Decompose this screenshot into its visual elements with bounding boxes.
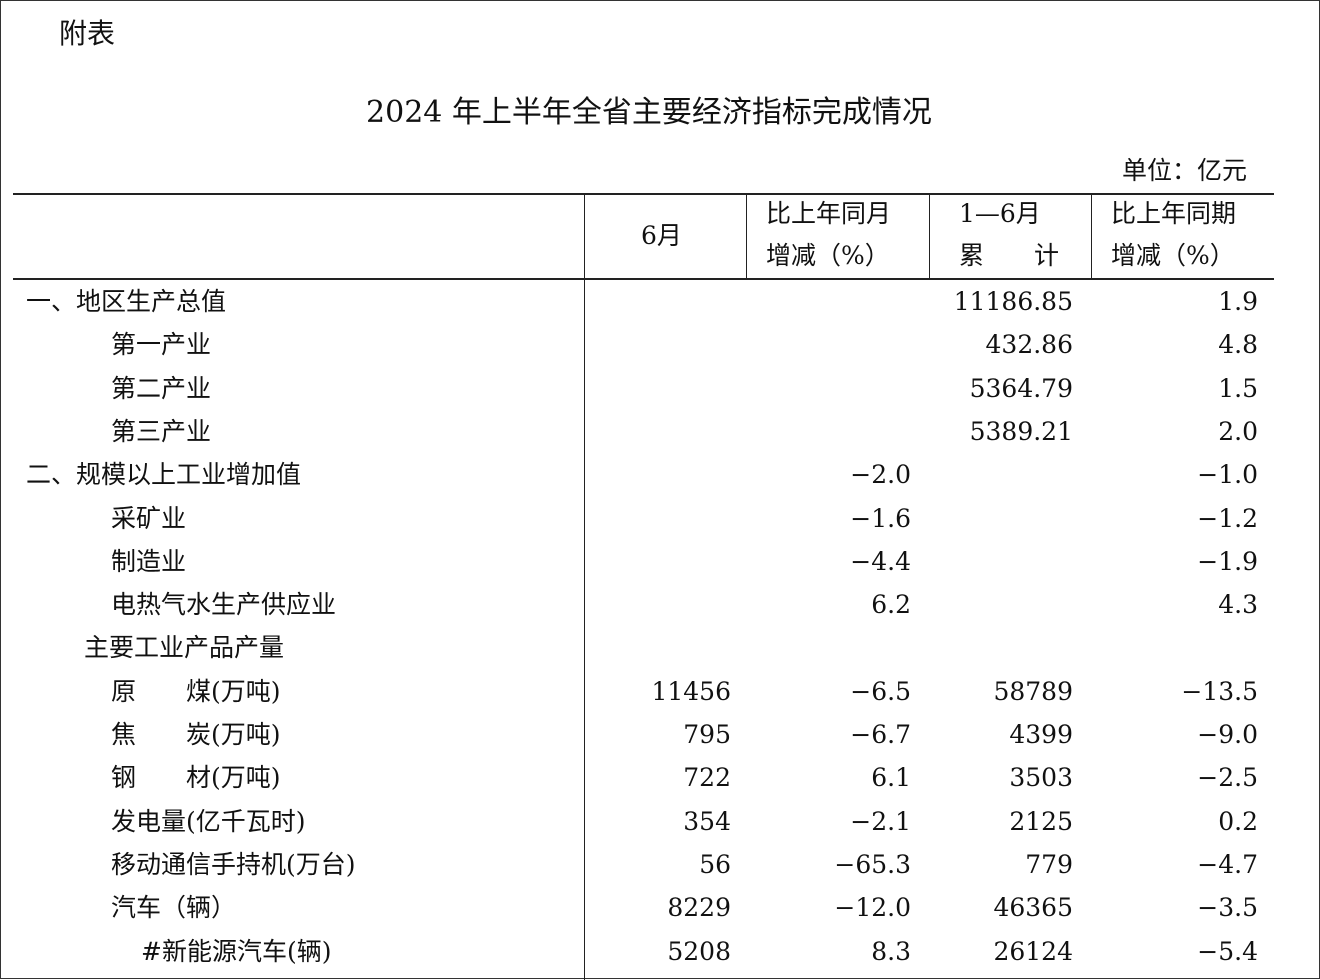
unit: 单位：亿元 [1121,156,1247,185]
cell-value: 795 [683,720,731,749]
cell-value: −65.3 [834,849,911,879]
column-header: 6月 [641,221,682,250]
cell-value: −12.0 [834,893,911,923]
cell-value: −1.0 [1197,460,1258,490]
cell-value: 5364.79 [969,373,1073,403]
cell-value: −6.7 [850,720,911,749]
column-header: 增减（%） [1111,241,1235,270]
cell-value: 8229 [667,893,731,923]
column-header: 累 计 [959,241,1060,270]
appendix-label: 附表 [59,17,116,50]
rule-header [13,278,1274,280]
cell-value: −1.9 [1197,546,1258,576]
row-label: 焦 炭(万吨) [111,720,281,749]
cell-value: −6.5 [850,676,911,706]
row-label: 第三产业 [111,416,212,446]
cell-value: 3503 [1009,763,1073,793]
col-rule [929,194,930,279]
cell-value: 722 [683,763,731,793]
cell-value: 779 [1025,849,1073,879]
column-header: 增减（%） [766,241,890,270]
col-rule [1091,194,1092,279]
cell-value: −4.4 [850,546,911,576]
rule-top [13,193,1274,195]
title: 2024 年上半年全省主要经济指标完成情况 [366,95,932,130]
row-label: 二、规模以上工业增加值 [26,460,302,490]
row-label: 发电量(亿千瓦时) [111,806,306,836]
column-header: 比上年同期 [1111,199,1237,228]
row-label: 钢 材(万吨) [111,763,281,793]
row-label: 原 煤(万吨) [111,676,281,706]
cell-value: 46365 [993,893,1073,923]
cell-value: 8.3 [871,936,911,966]
cell-value: 4.3 [1218,590,1258,620]
cell-value: −3.5 [1197,893,1258,923]
cell-value: 26124 [993,936,1073,966]
cell-value: −9.0 [1197,720,1258,749]
cell-value: 4399 [1009,720,1073,749]
cell-value: 6.1 [871,763,911,793]
cell-value: −1.2 [1197,503,1258,533]
cell-value: 354 [683,806,731,836]
cell-value: 2.0 [1218,416,1258,446]
row-label: 一、地区生产总值 [26,287,227,316]
cell-value: −2.0 [850,460,911,490]
cell-value: 2125 [1009,806,1073,836]
cell-value: −4.7 [1197,849,1258,879]
cell-value: −2.5 [1197,763,1258,793]
row-label: 汽车（辆） [111,893,237,923]
cell-value: 58789 [993,676,1073,706]
cell-value: −2.1 [850,806,911,836]
row-label: 第二产业 [111,373,212,403]
cell-value: −1.6 [850,503,911,533]
row-label: #新能源汽车(辆) [141,936,332,966]
cell-value: 6.2 [871,590,911,620]
cell-value: 11186.85 [953,287,1073,316]
row-label: 电热气水生产供应业 [111,590,337,620]
cell-value: 11456 [651,676,731,706]
row-label: 制造业 [111,546,187,576]
cell-value: 432.86 [985,330,1073,360]
col-rule [584,194,585,980]
row-label: 采矿业 [111,503,187,533]
cell-value: 1.9 [1218,287,1258,316]
cell-value: −13.5 [1181,676,1258,706]
cell-value: −5.4 [1197,936,1258,966]
cell-value: 4.8 [1218,330,1258,360]
cell-value: 5208 [667,936,731,966]
cell-value: 56 [699,849,731,879]
column-header: 1—6月 [959,199,1041,228]
row-label: 第一产业 [111,330,212,360]
row-label: 主要工业产品产量 [84,633,285,663]
col-rule [746,194,747,279]
cell-value: 1.5 [1218,373,1258,403]
cell-value: 0.2 [1218,806,1258,836]
row-label: 移动通信手持机(万台) [111,849,356,879]
cell-value: 5389.21 [969,416,1073,446]
column-header: 比上年同月 [766,199,892,228]
